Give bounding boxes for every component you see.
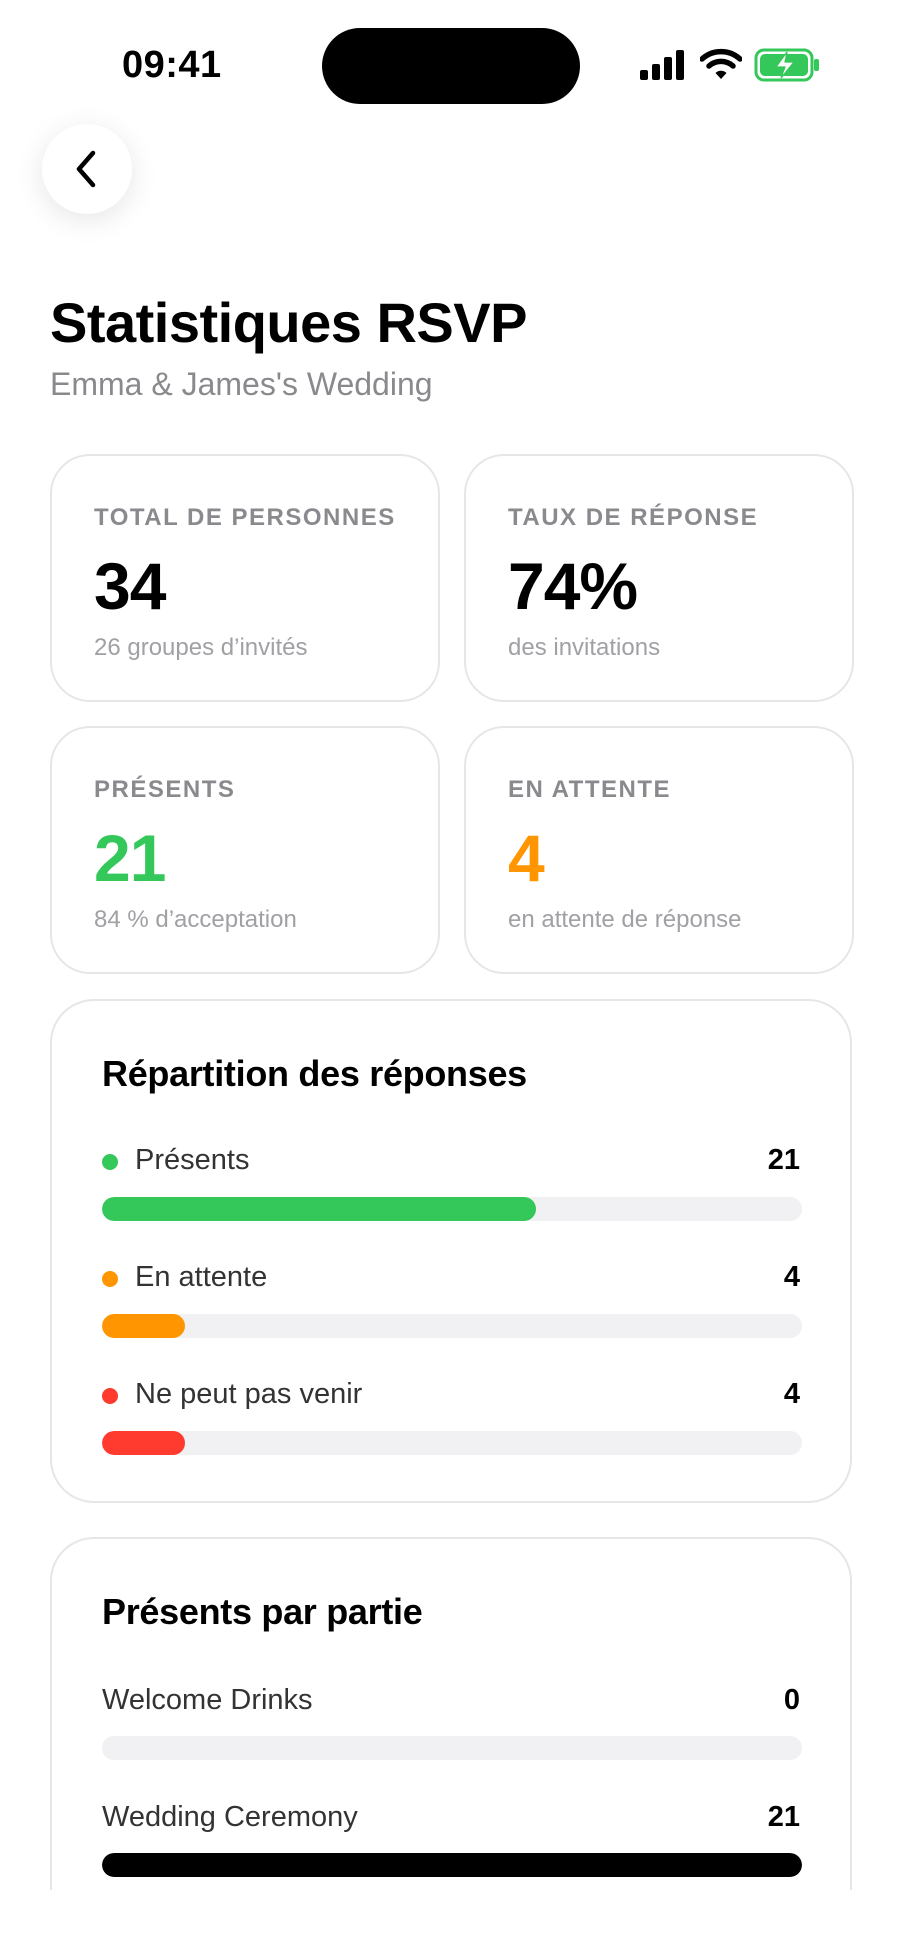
stat-value: 34 — [94, 549, 166, 623]
progress-fill-pending — [102, 1314, 185, 1338]
stat-card-total: TOTAL DE PERSONNES 34 26 groupes d’invit… — [50, 454, 440, 702]
stat-subtext: des invitations — [508, 634, 661, 661]
progress-track — [102, 1314, 802, 1338]
progress-track — [102, 1736, 802, 1760]
stat-card-pending: EN ATTENTE 4 en attente de réponse — [464, 726, 854, 974]
status-bar: 09:41 — [0, 0, 900, 130]
status-dot-pending — [102, 1271, 118, 1287]
row-label: Wedding Ceremony — [102, 1801, 358, 1833]
row-label: Présents — [135, 1144, 250, 1176]
stat-label: TOTAL DE PERSONNES — [94, 504, 396, 531]
section-title: Présents par partie — [102, 1591, 423, 1632]
row-label: Welcome Drinks — [102, 1684, 313, 1716]
wifi-icon — [700, 48, 742, 79]
stat-label: EN ATTENTE — [508, 776, 671, 803]
stat-subtext: 84 % d’acceptation — [94, 906, 297, 933]
section-title: Répartition des réponses — [102, 1053, 527, 1094]
row-label: En attente — [135, 1261, 268, 1293]
stat-card-attending: PRÉSENTS 21 84 % d’acceptation — [50, 726, 440, 974]
progress-fill-wedding-ceremony — [102, 1853, 802, 1877]
row-value: 21 — [767, 1144, 800, 1176]
battery-charging-icon — [754, 48, 819, 82]
dynamic-island — [322, 28, 580, 104]
progress-fill-attending — [102, 1197, 536, 1221]
stat-subtext: en attente de réponse — [508, 906, 742, 933]
page-title: Statistiques RSVP — [50, 291, 527, 354]
row-value: 21 — [767, 1801, 800, 1833]
progress-track — [102, 1197, 802, 1221]
stat-card-response-rate: TAUX DE RÉPONSE 74% des invitations — [464, 454, 854, 702]
row-value: 0 — [783, 1684, 800, 1716]
stat-label: PRÉSENTS — [94, 776, 236, 803]
page-subtitle: Emma & James's Wedding — [50, 366, 433, 402]
stat-value: 4 — [508, 821, 545, 895]
back-button[interactable] — [42, 124, 132, 214]
chevron-left-icon — [76, 150, 96, 188]
stat-value: 74% — [508, 549, 638, 623]
status-dot-attending — [102, 1154, 118, 1170]
status-dot-declined — [102, 1388, 118, 1404]
stat-label: TAUX DE RÉPONSE — [508, 504, 759, 531]
attendance-by-event-card: Présents par partie Welcome Drinks 0 Wed… — [50, 1537, 852, 1955]
bottom-safe-area — [0, 1890, 900, 1955]
row-label: Ne peut pas venir — [135, 1378, 363, 1410]
stat-value: 21 — [94, 821, 166, 895]
row-value: 4 — [783, 1261, 800, 1293]
row-value: 4 — [783, 1378, 800, 1410]
status-time: 09:41 — [122, 44, 222, 86]
progress-track — [102, 1853, 802, 1877]
cellular-signal-icon — [640, 50, 684, 80]
response-breakdown-card: Répartition des réponses Présents 21 En … — [50, 999, 852, 1503]
progress-fill-declined — [102, 1431, 185, 1455]
progress-track — [102, 1431, 802, 1455]
stat-subtext: 26 groupes d’invités — [94, 634, 308, 661]
